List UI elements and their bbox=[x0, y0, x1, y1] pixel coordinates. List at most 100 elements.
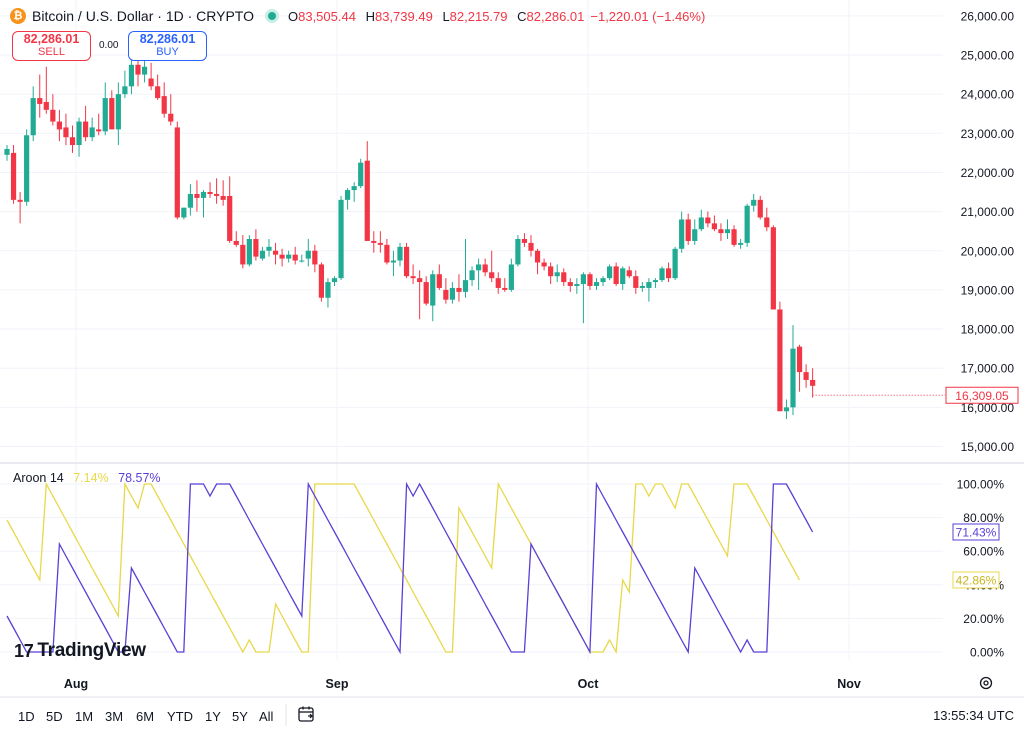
timeframe-1m[interactable]: 1M bbox=[75, 709, 94, 724]
candle-down bbox=[764, 217, 770, 228]
candle-down bbox=[233, 240, 239, 245]
time-axis-label: Nov bbox=[837, 677, 861, 691]
aroon-axis-label: 100.00% bbox=[957, 478, 1005, 492]
candle-up bbox=[338, 199, 344, 279]
price-axis-label: 15,000.00 bbox=[961, 440, 1015, 454]
candle-down bbox=[423, 282, 429, 304]
timeframe-ytd[interactable]: YTD bbox=[167, 709, 193, 724]
candle-down bbox=[613, 266, 619, 285]
candle-up bbox=[574, 284, 580, 286]
timeframe-all[interactable]: All bbox=[259, 709, 274, 724]
candle-up bbox=[430, 274, 436, 306]
time-axis-label: Oct bbox=[578, 677, 600, 691]
candle-down bbox=[587, 274, 593, 286]
candle-up bbox=[345, 190, 351, 200]
tradingview-name: TradingView bbox=[37, 640, 146, 661]
timeframe-5d[interactable]: 5D bbox=[46, 709, 63, 724]
candle-down bbox=[174, 127, 180, 218]
close-value: 82,286.01 bbox=[526, 8, 585, 24]
candle-up bbox=[200, 192, 207, 198]
timeframe-6m[interactable]: 6M bbox=[136, 709, 155, 724]
last-price-label: 16,309.05 bbox=[955, 389, 1009, 403]
open-label: O bbox=[287, 8, 299, 24]
candle-down bbox=[371, 240, 377, 243]
candle-down bbox=[796, 346, 803, 373]
timeframe-1d[interactable]: 1D bbox=[18, 709, 35, 724]
candle-up bbox=[659, 268, 665, 281]
candle-up bbox=[187, 193, 193, 208]
high-label: H bbox=[365, 8, 375, 24]
candle-up bbox=[4, 148, 10, 155]
candle-down bbox=[161, 96, 167, 114]
price-axis-label: 25,000.00 bbox=[961, 49, 1015, 63]
candle-down bbox=[731, 229, 737, 245]
aroon-axis-label: 80.00% bbox=[963, 511, 1004, 525]
candle-down bbox=[227, 195, 233, 241]
utc-clock[interactable]: 13:55:34 UTC bbox=[933, 708, 1014, 723]
candle-down bbox=[436, 274, 442, 288]
candle-up bbox=[397, 246, 403, 261]
gear-icon[interactable] bbox=[978, 675, 994, 691]
candle-down bbox=[567, 282, 573, 286]
price-axis-label: 16,000.00 bbox=[961, 401, 1015, 415]
aroon-up-value: 7.14% bbox=[73, 471, 109, 485]
candle-up bbox=[266, 246, 272, 251]
candle-down bbox=[220, 195, 226, 200]
candle-up bbox=[325, 282, 331, 298]
candle-down bbox=[43, 101, 49, 110]
candle-down bbox=[521, 239, 528, 243]
bottom-toolbar: 1D 5D 1M 3M 6M YTD 1Y 5Y All bbox=[0, 700, 1024, 732]
candle-up bbox=[102, 98, 108, 132]
time-axis-label: Sep bbox=[326, 677, 349, 691]
candle-up bbox=[358, 162, 364, 187]
candle-up bbox=[646, 282, 652, 288]
tradingview-logo[interactable]: 17 TradingView bbox=[14, 640, 146, 662]
price-axis-label: 20,000.00 bbox=[961, 244, 1015, 258]
candle-down bbox=[69, 137, 76, 146]
candle-up bbox=[76, 121, 82, 146]
candle-up bbox=[698, 217, 704, 230]
timeframe-3m[interactable]: 3M bbox=[105, 709, 124, 724]
timeframe-5y[interactable]: 5Y bbox=[232, 709, 248, 724]
candle-up bbox=[305, 250, 311, 259]
candle-down bbox=[155, 86, 161, 99]
candle-down bbox=[443, 289, 449, 300]
candle-down bbox=[279, 254, 285, 259]
aroon-legend[interactable]: Aroon 14 7.14% 78.57% bbox=[13, 471, 161, 485]
candle-down bbox=[626, 270, 632, 277]
candle-down bbox=[685, 219, 691, 241]
bitcoin-icon: ₿ bbox=[10, 8, 26, 24]
candle-up bbox=[580, 274, 586, 285]
buy-label: BUY bbox=[156, 46, 179, 58]
candle-up bbox=[259, 250, 266, 259]
candle-up bbox=[672, 248, 678, 279]
close-label: C bbox=[517, 8, 527, 24]
candle-down bbox=[665, 268, 672, 279]
sell-button[interactable]: 82,286.01 SELL bbox=[12, 31, 91, 61]
timeframe-1y[interactable]: 1Y bbox=[205, 709, 221, 724]
candle-up bbox=[449, 287, 455, 300]
aroon-down-last-label: 71.43% bbox=[956, 525, 997, 539]
candle-up bbox=[141, 66, 148, 75]
calendar-icon[interactable] bbox=[297, 705, 315, 723]
high-value: 83,739.49 bbox=[374, 8, 433, 24]
candle-up bbox=[115, 94, 121, 130]
price-axis-label: 19,000.00 bbox=[961, 283, 1015, 297]
candle-up bbox=[593, 282, 600, 286]
candle-up bbox=[620, 268, 626, 285]
buy-button[interactable]: 82,286.01 BUY bbox=[128, 31, 207, 61]
symbol-header[interactable]: ₿ Bitcoin / U.S. Dollar · 1D · CRYPTO O 8… bbox=[10, 6, 705, 26]
candle-down bbox=[50, 109, 56, 122]
candle-up bbox=[390, 260, 397, 263]
candle-down bbox=[757, 199, 763, 218]
aroon-axis-label: 60.00% bbox=[963, 545, 1004, 559]
candle-down bbox=[207, 192, 213, 194]
candle-up bbox=[351, 186, 357, 191]
candle-up bbox=[286, 254, 292, 259]
candle-up bbox=[331, 278, 338, 283]
symbol-title[interactable]: Bitcoin / U.S. Dollar · 1D · CRYPTO bbox=[32, 8, 254, 24]
candle-down bbox=[417, 278, 423, 283]
aroon-down-last-box bbox=[952, 523, 1000, 541]
candle-up bbox=[246, 239, 252, 265]
